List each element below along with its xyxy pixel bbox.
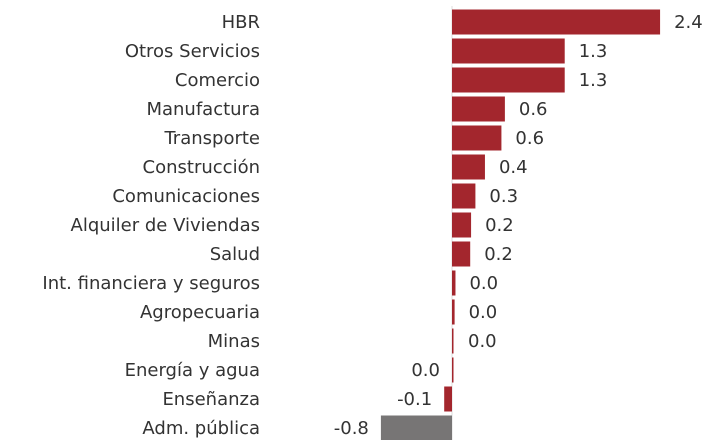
bar <box>452 9 661 35</box>
bar <box>452 183 476 209</box>
bar <box>452 212 472 238</box>
category-label: Adm. pública <box>142 418 260 439</box>
bar <box>452 357 454 383</box>
value-label: 0.3 <box>489 186 518 207</box>
category-label: Comercio <box>175 70 260 91</box>
bar <box>452 328 454 354</box>
category-label: Energía y agua <box>125 360 260 381</box>
value-label: 0.0 <box>469 302 498 323</box>
category-label: Minas <box>208 331 260 352</box>
value-label: 0.0 <box>469 273 498 294</box>
value-label: 0.6 <box>515 128 544 149</box>
category-label: Manufactura <box>146 99 260 120</box>
category-label: Otros Servicios <box>125 41 260 62</box>
category-label: Alquiler de Viviendas <box>71 215 260 236</box>
value-label: 0.0 <box>468 331 497 352</box>
value-label: 1.3 <box>579 70 608 91</box>
bar <box>452 96 505 122</box>
value-label: -0.8 <box>334 418 369 439</box>
bar <box>444 386 452 412</box>
category-label: HBR <box>222 12 260 33</box>
bar <box>380 415 452 440</box>
value-label: 0.0 <box>411 360 440 381</box>
category-label: Agropecuaria <box>140 302 260 323</box>
category-label: Comunicaciones <box>112 186 260 207</box>
value-label: 0.4 <box>499 157 528 178</box>
category-label: Transporte <box>163 128 260 149</box>
category-label: Int. financiera y seguros <box>42 273 260 294</box>
bar <box>452 67 565 93</box>
bar <box>452 270 456 296</box>
category-label: Salud <box>210 244 260 265</box>
category-label: Construcción <box>143 157 260 178</box>
bar <box>452 38 565 64</box>
value-label: 1.3 <box>579 41 608 62</box>
category-label: Enseñanza <box>162 389 260 410</box>
bar <box>452 299 455 325</box>
bar <box>452 241 471 267</box>
value-label: 0.2 <box>484 244 513 265</box>
value-label: 0.2 <box>485 215 514 236</box>
value-label: 0.6 <box>519 99 548 120</box>
bar <box>452 154 485 180</box>
value-label: 2.4 <box>674 12 703 33</box>
value-label: -0.1 <box>397 389 432 410</box>
bar <box>452 125 502 151</box>
